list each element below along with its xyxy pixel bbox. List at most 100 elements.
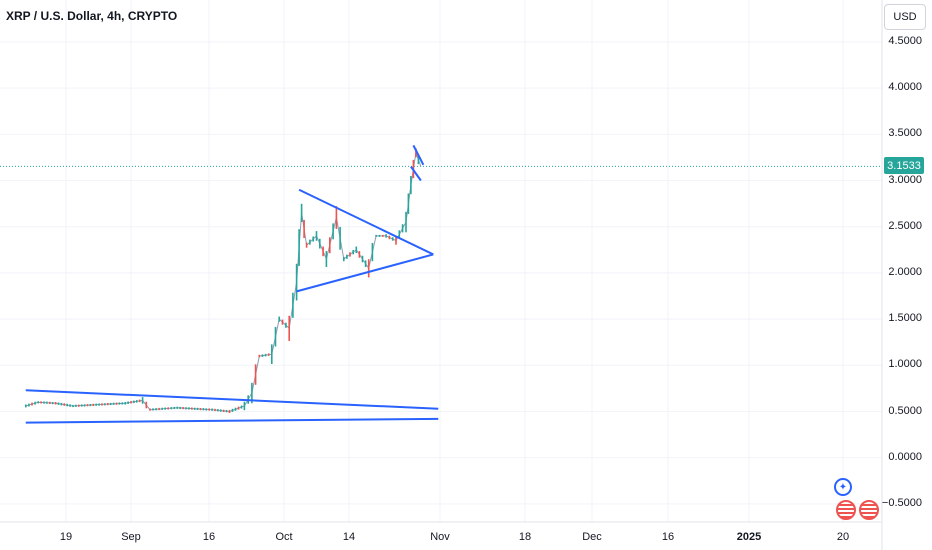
candle — [398, 230, 401, 239]
candle — [63, 403, 66, 406]
candle — [343, 256, 345, 262]
candle — [405, 211, 407, 233]
candle — [214, 408, 216, 412]
candle — [40, 401, 42, 404]
candle — [274, 326, 277, 347]
candle — [95, 403, 97, 406]
candle — [60, 402, 63, 406]
candle — [75, 404, 77, 407]
candle — [104, 403, 106, 406]
candle — [158, 407, 160, 411]
us-flag-icon[interactable] — [859, 500, 879, 520]
candle — [66, 403, 68, 407]
candle — [281, 319, 284, 325]
price-tick-label: 4.0000 — [888, 81, 922, 94]
candle — [121, 402, 124, 405]
price-tick-label: 3.0000 — [888, 173, 922, 186]
candle — [254, 364, 257, 385]
candle — [152, 408, 154, 411]
time-tick-label: 16 — [661, 531, 675, 543]
candle — [25, 404, 27, 408]
candle — [211, 408, 213, 411]
candle — [234, 407, 237, 411]
candle — [127, 401, 129, 404]
candle — [220, 409, 222, 412]
candle — [208, 408, 210, 411]
candle — [335, 206, 338, 229]
trendline — [296, 253, 434, 293]
candle — [339, 226, 341, 250]
currency-selector-button[interactable]: USD — [884, 4, 926, 30]
candle — [329, 237, 331, 254]
candle — [278, 316, 280, 322]
candle — [28, 403, 30, 407]
candle — [407, 193, 410, 214]
compass-icon[interactable]: ✦ — [834, 478, 852, 496]
candle — [288, 315, 290, 341]
candle — [173, 406, 176, 410]
time-tick-label: Dec — [582, 531, 602, 543]
candle — [355, 246, 358, 254]
candle — [261, 354, 264, 357]
candle — [271, 344, 273, 364]
candle — [49, 401, 51, 404]
candle — [258, 354, 261, 358]
time-tick-label: Oct — [275, 531, 293, 543]
price-tick-label: 2.0000 — [888, 265, 922, 278]
candle — [161, 407, 163, 410]
candle — [191, 407, 193, 410]
candle — [109, 402, 112, 406]
candle — [176, 406, 179, 409]
candle — [136, 400, 138, 403]
candle — [196, 407, 199, 410]
trendline — [298, 188, 434, 256]
trendline — [410, 166, 422, 182]
trendline — [25, 417, 439, 424]
candle — [315, 231, 318, 241]
candle — [57, 402, 60, 405]
candle — [303, 219, 305, 239]
candle — [385, 234, 387, 238]
candle — [285, 322, 287, 328]
trendline — [25, 389, 439, 410]
price-tick-label: 3.5000 — [888, 127, 922, 140]
time-tick-label: 18 — [518, 531, 532, 543]
candle — [295, 263, 298, 301]
candle — [182, 407, 184, 410]
candle — [193, 407, 196, 410]
candle — [240, 405, 243, 409]
candle — [202, 408, 205, 411]
candle — [164, 407, 166, 410]
candle — [185, 407, 187, 410]
candle — [391, 237, 394, 241]
candle — [364, 260, 367, 267]
time-tick-label: 19 — [59, 531, 73, 543]
candle — [92, 403, 95, 406]
candle — [325, 251, 328, 267]
us-flag-icon[interactable] — [836, 500, 856, 520]
candle — [415, 148, 417, 158]
candle — [300, 203, 303, 222]
candle — [231, 408, 234, 412]
candle — [251, 382, 253, 404]
candle — [133, 400, 135, 404]
candle — [312, 236, 314, 242]
candle — [401, 224, 404, 233]
candle — [138, 399, 141, 403]
candle — [83, 404, 86, 407]
time-tick-label: Nov — [430, 531, 450, 543]
candle — [112, 402, 115, 405]
candle — [130, 401, 132, 404]
time-tick-label: 2025 — [736, 531, 762, 543]
candle — [34, 401, 36, 405]
candle — [115, 402, 118, 405]
candle — [141, 397, 144, 404]
candle — [298, 229, 300, 266]
candle — [309, 239, 311, 245]
time-tick-label: 14 — [342, 531, 356, 543]
candle — [80, 404, 83, 407]
candle — [86, 404, 89, 407]
price-tick-label: 2.5000 — [888, 219, 922, 232]
candle — [72, 404, 74, 408]
